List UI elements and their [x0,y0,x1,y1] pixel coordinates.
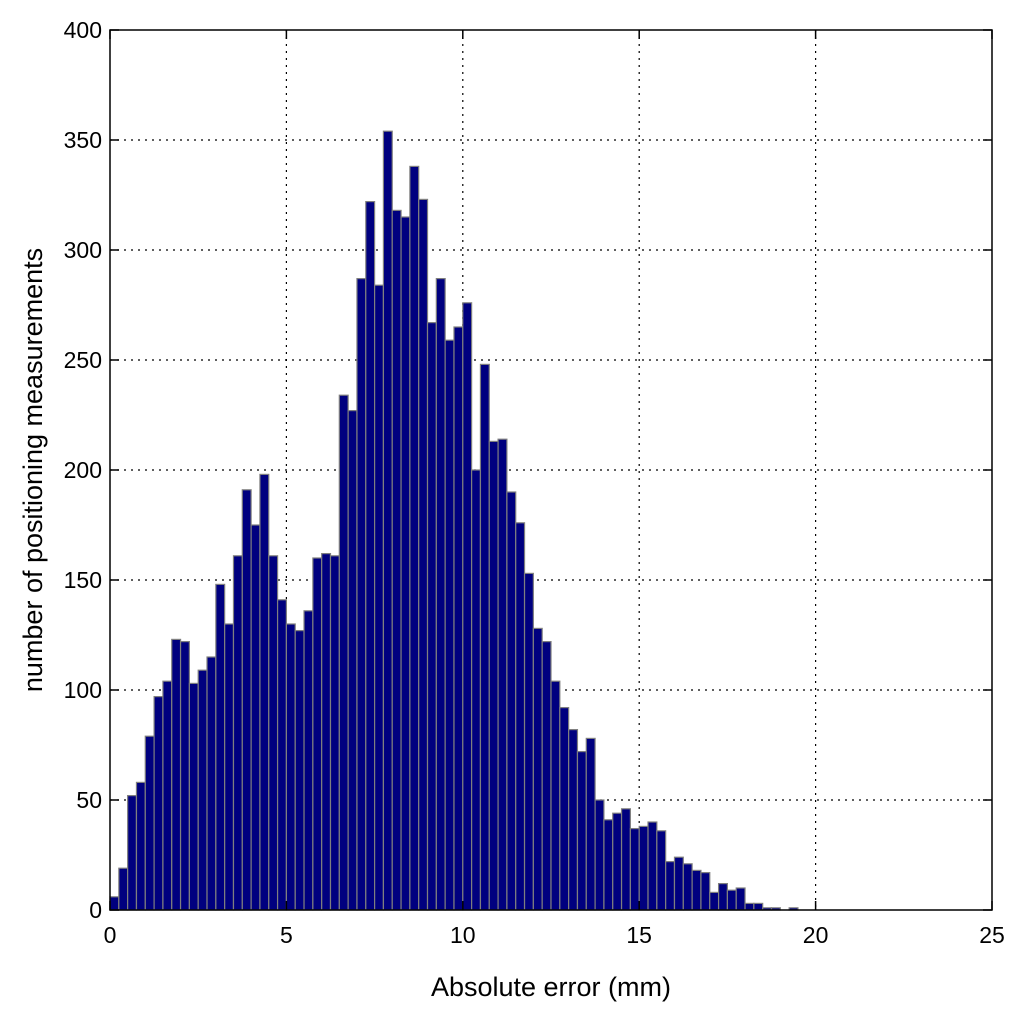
x-tick-labels: 0 5 10 15 20 25 [104,922,1005,948]
histogram-bar [303,610,314,911]
histogram-bar [409,165,420,911]
histogram-bar [312,557,323,911]
histogram-bar [338,394,349,911]
histogram-bar [224,623,235,911]
histogram-bar [118,867,129,911]
histogram-bar [709,891,720,911]
histogram-bar [488,440,499,911]
x-axis-label: Absolute error (mm) [431,972,671,1002]
histogram-bar [426,322,437,911]
histogram-bar [171,638,182,911]
y-tick-label: 150 [64,567,102,593]
y-tick-label: 0 [89,897,102,923]
histogram-bar [479,363,490,911]
histogram-bar [506,491,517,911]
histogram-bar [576,750,587,911]
x-tick-label: 5 [280,922,293,948]
histogram-bar [665,860,676,911]
histogram-bar [462,302,473,911]
histogram-bar [109,896,120,911]
histogram-bar [638,825,649,911]
histogram-bar [347,410,358,911]
y-tick-labels: 0 50 100 150 200 250 300 350 400 [64,17,102,923]
histogram-bar [382,130,393,911]
x-tick-label: 0 [104,922,117,948]
y-axis-label: number of positioning measurements [18,248,48,692]
histogram-bar [276,599,287,911]
histogram-bar [179,640,190,911]
histogram-bar [453,326,464,911]
histogram-bar [285,623,296,911]
histogram-bar [241,489,252,911]
histogram-bar [612,812,623,911]
histogram-bar [144,735,155,911]
y-tick-label: 250 [64,347,102,373]
tick-marks [109,29,993,911]
x-tick-label: 10 [450,922,476,948]
histogram-bar [471,469,482,911]
histogram-bar [135,781,146,911]
histogram-bar [206,656,217,911]
histogram-bar [418,198,429,911]
histogram-bar [735,887,746,911]
histogram-bar [620,808,631,911]
histogram-bar [356,278,367,911]
y-tick-label: 350 [64,127,102,153]
y-tick-label: 300 [64,237,102,263]
x-tick-label: 20 [803,922,829,948]
histogram-bar [532,627,543,911]
histogram-bar [594,799,605,911]
histogram-bar [700,871,711,911]
histogram-bar [523,572,534,911]
histogram-bar [726,889,737,911]
y-tick-label: 200 [64,457,102,483]
histogram-bar [550,680,561,911]
histogram-bar [656,830,667,911]
y-tick-label: 100 [64,677,102,703]
histogram-bar [127,794,138,911]
histogram-bar [647,821,658,911]
histogram-bar [329,555,340,911]
histogram-bar [391,209,402,911]
histogram-bar [682,863,693,911]
histogram-bar [444,339,455,911]
x-tick-label: 25 [979,922,1005,948]
histogram-bar [603,819,614,911]
histogram-bar [559,706,570,911]
x-tick-label: 15 [626,922,652,948]
histogram-bar [374,284,385,911]
histogram-bar [541,640,552,911]
histogram-bar [753,902,764,911]
histogram-bar [435,278,446,911]
y-tick-label: 50 [76,787,102,813]
histogram-bar [515,522,526,911]
histogram-bar [250,524,261,911]
histogram-bar [717,882,729,911]
histogram-bar [188,682,199,911]
histogram-bar [400,216,411,911]
histogram-bar [197,669,208,911]
histogram-bar [585,737,596,911]
histogram-bar [162,680,173,911]
histogram-bar [744,902,755,911]
histogram-bar [673,856,684,911]
histogram-bar [215,583,226,911]
histogram-bar [268,555,279,911]
histogram-bar [294,629,305,911]
histogram-bar [365,201,376,911]
histogram-bar [321,552,332,911]
histogram-bar [497,438,508,911]
histogram-bar [153,695,164,911]
histogram-bar [629,827,640,911]
histogram-bar [691,869,702,911]
histogram-bar [259,473,270,911]
histogram-bar [568,728,579,911]
y-tick-label: 400 [64,17,102,43]
histogram-bar [232,555,243,911]
